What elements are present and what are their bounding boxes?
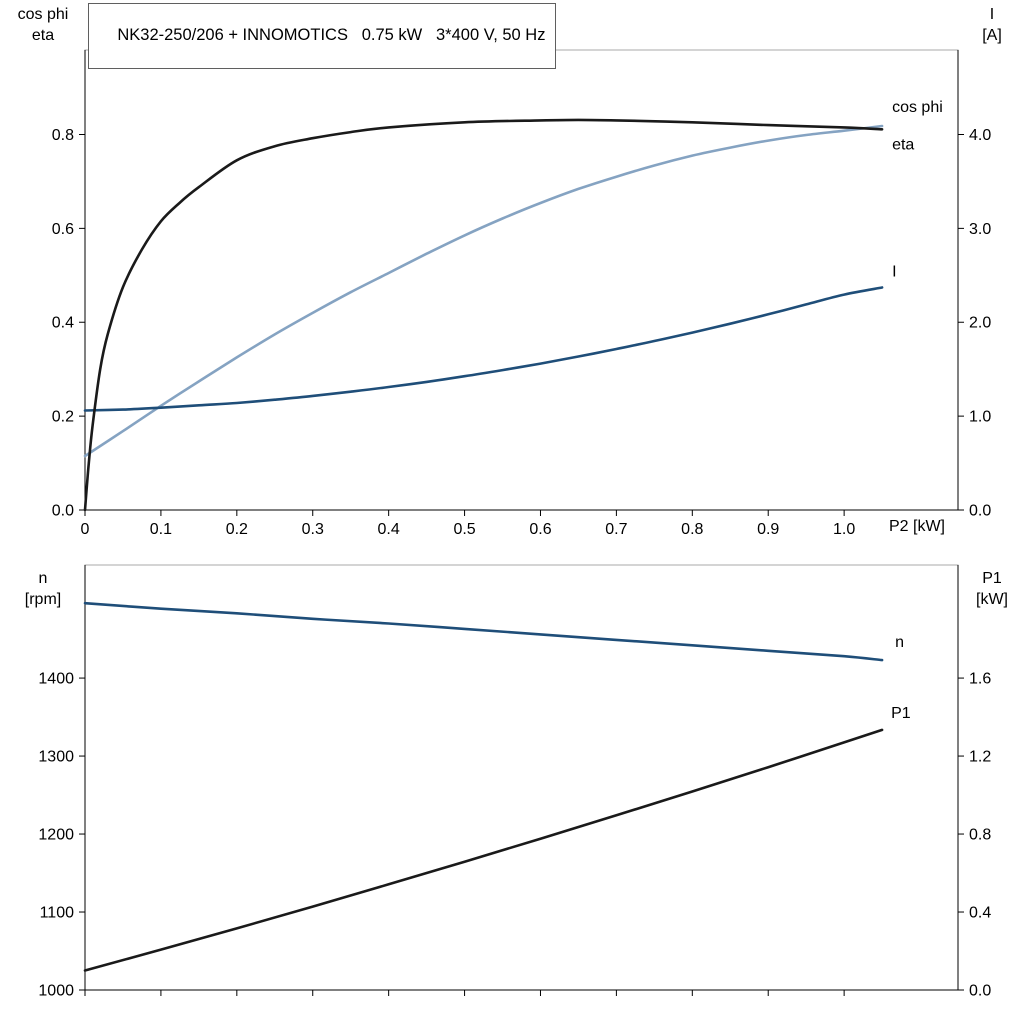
axis-title-p1: P1 [982, 570, 1002, 587]
chart-title: NK32-250/206 + INNOMOTICS 0.75 kW 3*400 … [117, 26, 546, 44]
curve-label-current: I [892, 264, 896, 281]
y-left-tick-label: 0.4 [52, 315, 74, 332]
axis-title-current: I [989, 6, 995, 23]
y-left-tick-label: 0.2 [52, 409, 74, 426]
curve-label-speed: n [895, 634, 904, 651]
y-left-tick-label: 0.8 [52, 127, 74, 144]
curve-eta [83, 118, 884, 512]
axis-title-current-unit: [A] [982, 27, 1002, 44]
curve-label-p1: P1 [891, 705, 911, 722]
axis-title-eta: eta [31, 27, 55, 44]
axis-title-top-left: cos phi eta [6, 4, 80, 46]
y-left-tick-label: 1100 [40, 905, 75, 922]
x-axis-title: P2 [kW] [888, 518, 945, 535]
chart-title-box: NK32-250/206 + INNOMOTICS 0.75 kW 3*400 … [88, 3, 557, 69]
axis-title-top-right: I [A] [964, 4, 1020, 46]
y-right-tick-label: 0.4 [969, 905, 991, 922]
y-right-tick-label: 0.8 [969, 827, 991, 844]
y-left-tick-label: 1200 [38, 827, 74, 844]
axis-title-bottom-left: n [rpm] [6, 568, 80, 610]
motor-electrical-chart: 0 0.1 0.2 0.3 0.4 0.5 0.6 0.7 0.8 0.9 1.0 0.0 0.2 0.4… [52, 49, 991, 538]
y-right-tick-label: 1.2 [969, 749, 991, 766]
curve-label-eta: eta [892, 136, 914, 153]
y-left-tick-label: 1300 [38, 749, 74, 766]
x-tick-label: 0.1 [150, 521, 172, 538]
y-right-tick-label: 4.0 [969, 127, 991, 144]
x-tick-label: 0.7 [605, 521, 627, 538]
curve-cos-phi [83, 124, 884, 458]
axis-title-speed: n [38, 570, 48, 587]
x-tick-label: 1.0 [833, 521, 855, 538]
y-left-tick-label: 1400 [38, 671, 74, 688]
y-right-tick-label: 2.0 [969, 315, 991, 332]
y-left-tick-label: 1000 [38, 983, 74, 1000]
y-right-tick-label: 0.0 [969, 503, 991, 520]
x-tick-label: 0.5 [453, 521, 475, 538]
curve-speed [83, 601, 884, 662]
axis-title-cos-phi: cos phi [17, 6, 69, 23]
x-tick-label: 0 [81, 521, 90, 538]
plot-frame [84, 49, 959, 511]
x-tick-label: 0.6 [529, 521, 551, 538]
curve-p1 [83, 728, 884, 972]
x-tick-label: 0.3 [302, 521, 324, 538]
axis-title-speed-unit: [rpm] [24, 591, 62, 608]
x-tick-label: 0.9 [757, 521, 779, 538]
curve-current [83, 286, 884, 412]
y-right-tick-label: 3.0 [969, 221, 991, 238]
axis-title-p1-unit: [kW] [976, 591, 1008, 608]
axis-title-bottom-right: P1 [kW] [964, 568, 1020, 610]
plot-frame [84, 564, 959, 991]
x-tick-label: 0.8 [681, 521, 703, 538]
y-left-tick-label: 0.0 [52, 503, 74, 520]
y-right-tick-label: 0.0 [969, 983, 991, 1000]
y-right-tick-label: 1.0 [969, 409, 991, 426]
motor-mechanical-chart: 1000 1100 1200 1300 1400 0.0 0.4 0.8 1.2 1.6 n P1 [38, 564, 991, 1000]
x-tick-label: 0.4 [378, 521, 400, 538]
curve-label-cos-phi: cos phi [892, 99, 943, 116]
x-tick-label: 0.2 [226, 521, 248, 538]
y-left-tick-label: 0.6 [52, 221, 74, 238]
y-right-tick-label: 1.6 [969, 671, 991, 688]
